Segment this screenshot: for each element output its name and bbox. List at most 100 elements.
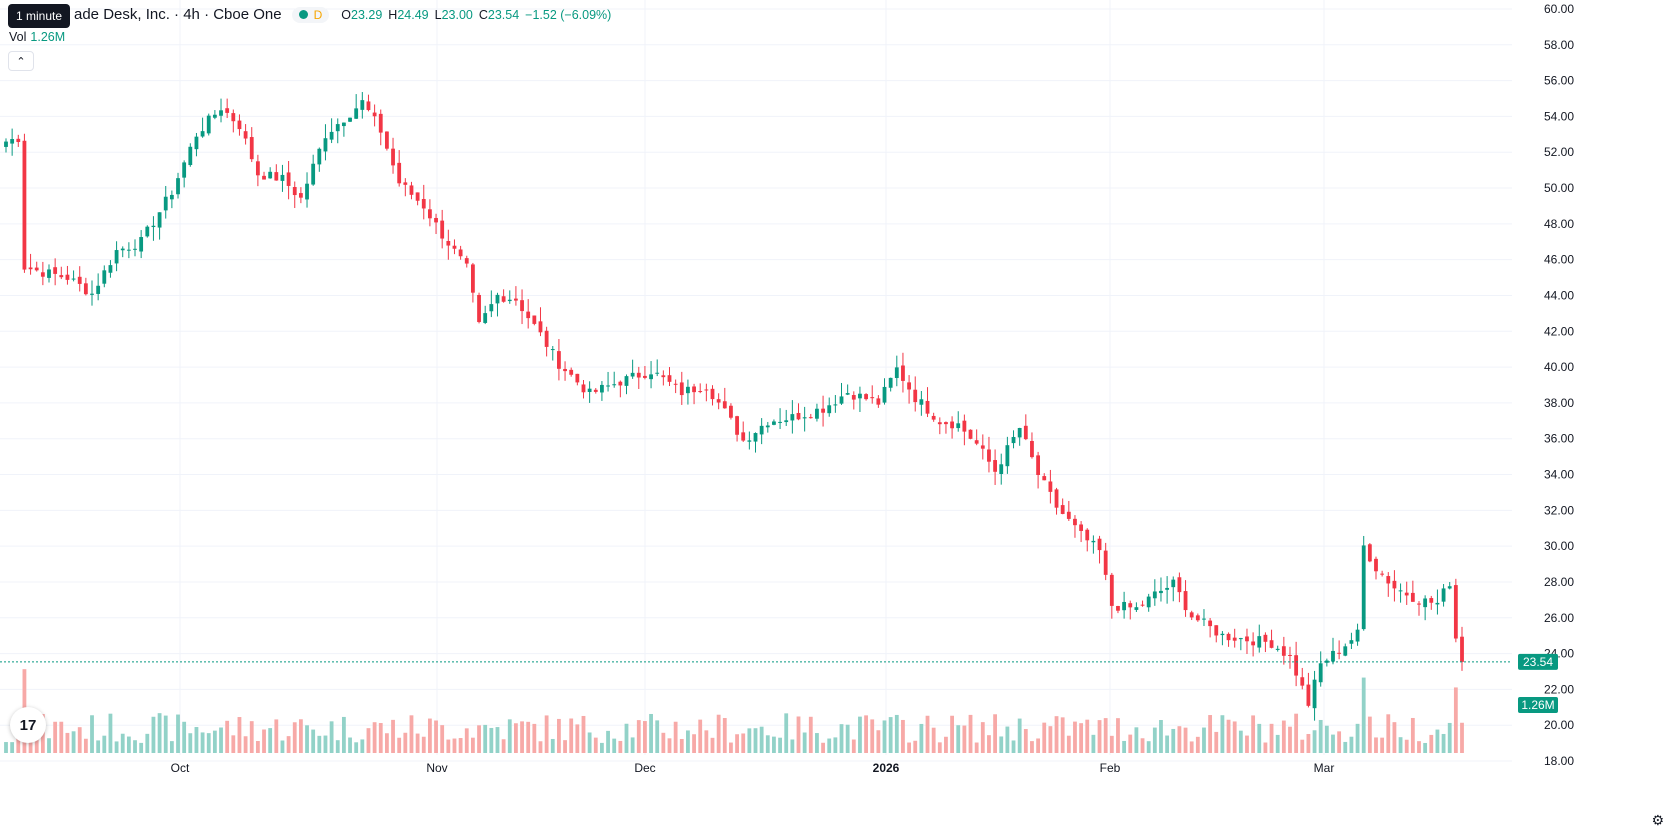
candle-body	[501, 296, 506, 302]
candle-body	[636, 372, 641, 378]
volume-bar	[65, 732, 70, 753]
volume-bar	[1374, 737, 1378, 753]
x-tick-label: Dec	[634, 761, 655, 775]
candle-body	[317, 148, 322, 165]
volume-bar	[1116, 718, 1120, 753]
gear-icon[interactable]: ⚙	[1651, 812, 1664, 828]
market-status-pill[interactable]: D	[291, 6, 330, 23]
volume-bar	[1410, 717, 1415, 753]
candle-body	[1134, 607, 1139, 610]
volume-bar	[1159, 720, 1163, 753]
volume-bar	[59, 721, 64, 753]
volume-bar	[16, 736, 21, 753]
volume-bar	[1288, 726, 1292, 753]
volume-bar	[409, 715, 414, 753]
volume-bar	[1091, 734, 1096, 753]
collapse-legend-button[interactable]: ⌃	[8, 51, 34, 71]
volume-bar	[526, 721, 531, 753]
volume-bar	[1398, 737, 1403, 753]
candle-body	[231, 113, 236, 122]
candle-body	[1294, 655, 1299, 676]
candle-body	[298, 193, 303, 198]
last-volume-tag	[1518, 697, 1558, 713]
candle-body	[384, 131, 389, 149]
volume-bar	[243, 736, 248, 753]
volume-bar	[335, 740, 340, 753]
volume-bar	[366, 728, 371, 753]
volume-bar	[612, 738, 617, 753]
candle-body	[176, 178, 180, 195]
volume-bar	[765, 735, 770, 753]
candle-body	[815, 408, 819, 419]
volume-bar	[673, 721, 678, 753]
volume-bar	[1349, 736, 1354, 753]
tradingview-logo-icon[interactable]: 17	[10, 707, 46, 743]
y-tick-label: 18.00	[1544, 754, 1574, 768]
volume-bar	[1036, 738, 1041, 753]
volume-bar	[1386, 714, 1391, 753]
candle-body	[280, 174, 285, 181]
candle-body	[968, 429, 973, 439]
candle-body	[348, 117, 352, 122]
candle-body	[4, 141, 8, 147]
volume-bar	[532, 723, 537, 753]
volume-bar	[1312, 730, 1317, 753]
candle-body	[661, 375, 666, 378]
candle-body	[323, 138, 328, 152]
volume-bar	[163, 715, 168, 753]
candle-body	[557, 351, 561, 369]
volume-bar	[231, 735, 236, 753]
volume-bar	[1232, 721, 1237, 753]
volume-bar	[839, 724, 844, 753]
candle-body	[1257, 636, 1262, 648]
candle-body	[1165, 587, 1170, 590]
x-tick-label: Oct	[171, 761, 190, 775]
volume-bar	[636, 720, 641, 753]
candle-body	[139, 237, 144, 252]
volume-bar	[692, 734, 696, 753]
candle-body	[126, 249, 131, 251]
candle-body	[821, 408, 825, 413]
volume-bar	[593, 737, 598, 753]
volume-bar	[1251, 715, 1256, 753]
volume-bar	[827, 738, 832, 753]
candle-body	[753, 433, 758, 442]
candle-body	[1116, 605, 1120, 611]
candle-body	[1429, 598, 1434, 603]
candle-body	[1054, 489, 1059, 508]
volume-bar	[1343, 741, 1348, 753]
symbol-title[interactable]: ade Desk, Inc. · 4h · Cboe One	[74, 6, 282, 23]
candle-body	[77, 276, 82, 284]
volume-bar	[1361, 677, 1366, 753]
y-tick-label: 54.00	[1544, 109, 1574, 123]
candle-body	[415, 192, 420, 201]
volume-bar	[464, 728, 469, 753]
candle-body	[686, 386, 690, 394]
volume-bar	[514, 723, 518, 753]
volume-bar	[1226, 719, 1231, 753]
volume-bar	[925, 715, 930, 753]
volume-bar	[1441, 733, 1446, 753]
candle-body	[722, 401, 727, 409]
volume-bar	[237, 717, 242, 753]
candle-body	[698, 391, 703, 393]
candle-body	[1275, 648, 1280, 650]
candle-body	[1214, 625, 1219, 636]
volume-bar	[219, 727, 223, 753]
candle-body	[1159, 590, 1163, 594]
candle-body	[1392, 580, 1397, 589]
candle-body	[262, 175, 266, 180]
volume-bar	[10, 742, 15, 753]
volume-bar	[274, 719, 279, 753]
candle-body	[1447, 586, 1452, 589]
volume-bar	[1023, 729, 1028, 753]
candle-body	[526, 311, 531, 319]
volume-bar	[845, 724, 850, 753]
candle-body	[679, 382, 684, 396]
volume-bar	[1079, 723, 1084, 753]
volume-bar	[864, 715, 868, 753]
volume-bar	[722, 718, 727, 753]
volume-bar	[876, 730, 881, 753]
candle-body	[1386, 576, 1391, 584]
